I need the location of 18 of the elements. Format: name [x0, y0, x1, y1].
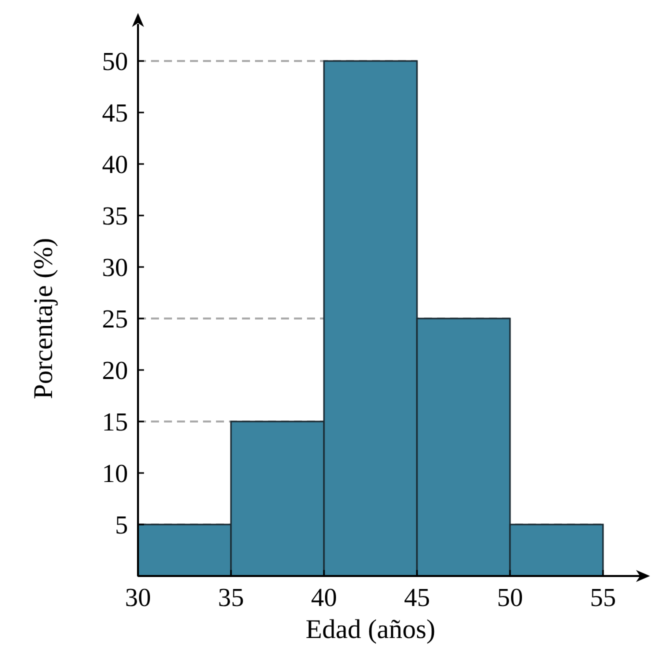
y-tick-label: 50 [102, 47, 128, 76]
y-tick-label: 15 [102, 408, 128, 437]
y-tick-label: 5 [115, 510, 128, 540]
y-axis-title: Porcentaje (%) [28, 238, 58, 400]
x-tick-label: 50 [497, 583, 523, 612]
y-tick-label: 10 [102, 459, 128, 488]
x-axis-title: Edad (años) [306, 614, 436, 644]
x-tick-label: 45 [404, 583, 430, 612]
x-tick-label: 55 [590, 583, 616, 612]
y-tick-label: 25 [102, 304, 128, 334]
y-tick-label: 45 [102, 98, 128, 128]
y-tick-label: 40 [102, 150, 128, 180]
x-tick-label: 30 [125, 583, 151, 612]
y-tick-label: 20 [102, 356, 128, 386]
y-tick-label: 30 [102, 253, 128, 282]
x-tick-label: 35 [218, 583, 244, 612]
y-tick-label: 35 [102, 202, 128, 231]
x-tick-label: 40 [311, 583, 337, 612]
